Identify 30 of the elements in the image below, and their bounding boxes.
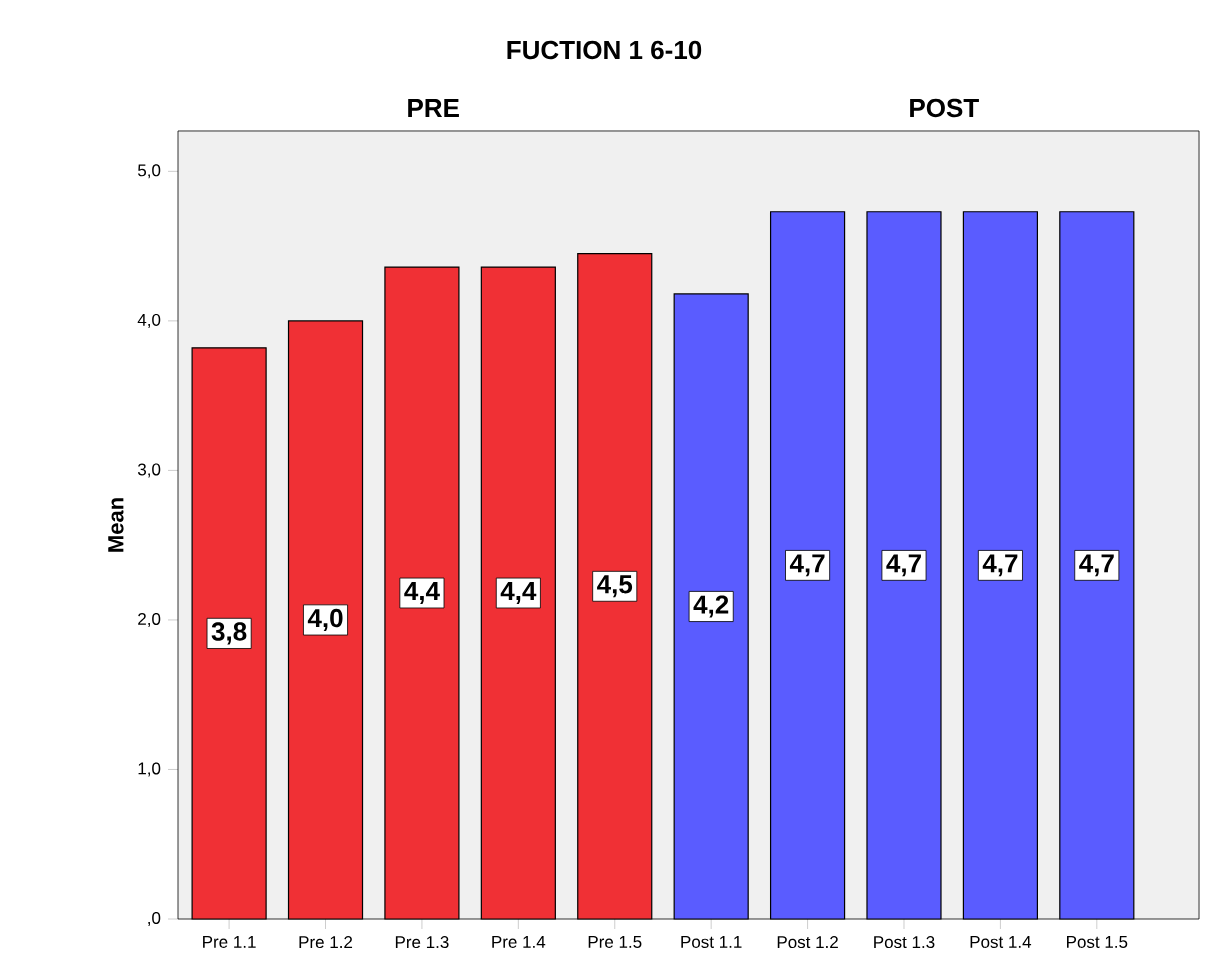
x-tick-label: Post 1.4 (970, 936, 1032, 948)
text: PRE (408, 99, 459, 117)
chart-title: FUCTION 1 6-10 (507, 40, 702, 60)
x-tick-label: Pre 1.3 (395, 936, 449, 949)
data-label: 4,0 (307, 608, 343, 632)
x-tick-label: Post 1.3 (874, 936, 935, 949)
data-label: 4,7 (982, 554, 1018, 577)
x-tick-label: Post 1.1 (681, 936, 742, 948)
x-tick-label: Post 1.2 (777, 936, 838, 949)
y-tick-label: 2,0 (138, 612, 161, 627)
x-tick-label: Pre 1.5 (588, 936, 642, 948)
y-tick-label: 3,0 (137, 463, 161, 478)
y-tick-label: 1,0 (138, 762, 161, 777)
data-label: 4,5 (597, 575, 633, 598)
text: POST (910, 98, 979, 118)
y-tick-label: 5,0 (138, 164, 161, 179)
data-label: 4,4 (500, 582, 537, 604)
data-label: 3,8 (211, 622, 247, 645)
y-tick-label: ,0 (148, 911, 161, 927)
data-label: 4,7 (886, 554, 921, 577)
x-tick-label: Pre 1.4 (492, 936, 546, 948)
data-label: 4,4 (404, 582, 440, 604)
y-axis-title: Mean (108, 498, 124, 552)
data-label: 4,2 (693, 595, 729, 618)
x-tick-label: Pre 1.1 (203, 936, 256, 948)
x-tick-label: Post 1.5 (1067, 936, 1128, 948)
data-label: 4,7 (1079, 554, 1114, 577)
data-label: 4,7 (789, 554, 825, 577)
y-tick-label: 4,0 (137, 313, 161, 328)
x-tick-label: Pre 1.2 (299, 936, 353, 949)
